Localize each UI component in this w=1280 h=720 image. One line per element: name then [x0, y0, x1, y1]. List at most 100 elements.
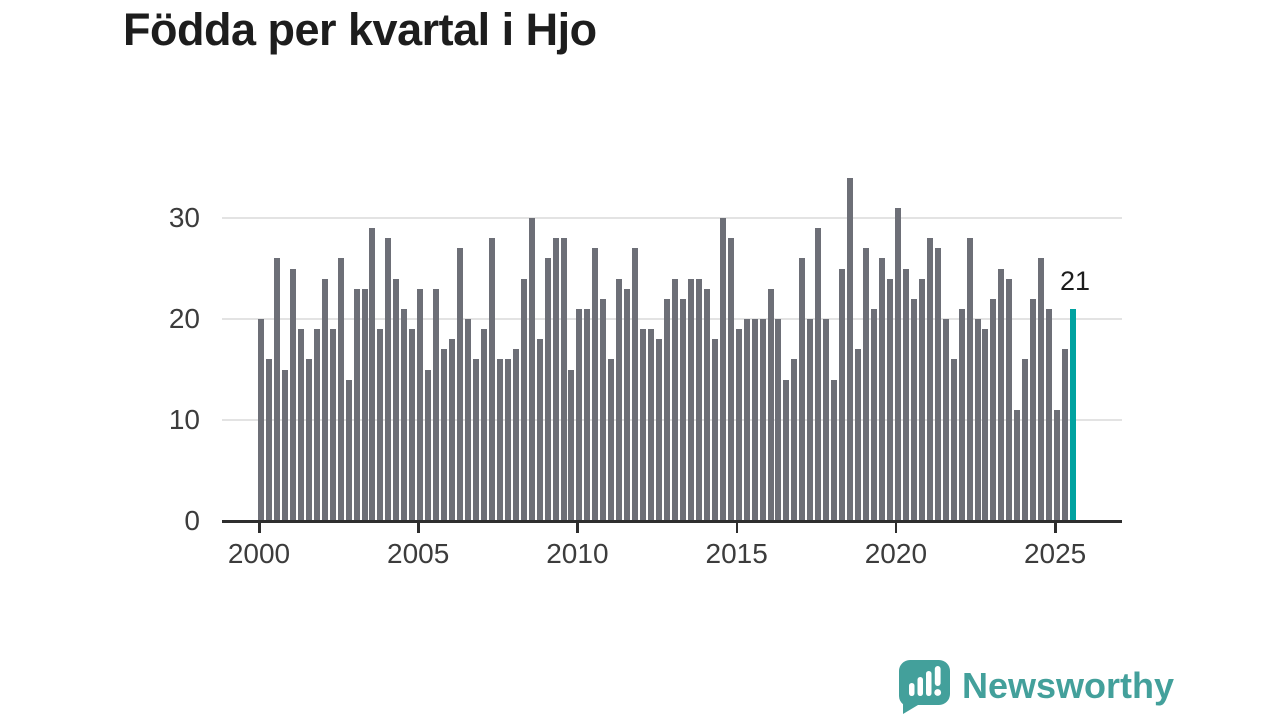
bar-2009-q1: [544, 258, 551, 521]
newsworthy-logo-icon: [896, 658, 952, 714]
x-axis-tick-label-2005: 2005: [387, 538, 450, 569]
bar-2009-q2: [552, 238, 559, 521]
bar-2009-q3: [560, 238, 567, 521]
bar-2025-q3: [1070, 308, 1077, 521]
bar-2020-q2: [902, 268, 909, 521]
x-axis-tick-2015: [735, 523, 739, 533]
bar-2005-q2: [425, 369, 432, 521]
bar-2010-q1: [576, 308, 583, 521]
bar-2018-q1: [831, 379, 838, 521]
gridline-y-30: [222, 217, 1122, 219]
bar-2014-q3: [719, 218, 726, 521]
bar-2017-q4: [823, 319, 830, 521]
bar-2016-q2: [775, 319, 782, 521]
bar-2003-q3: [369, 228, 376, 521]
bar-2006-q2: [457, 248, 464, 521]
bar-2011-q1: [608, 359, 615, 521]
bar-2004-q1: [385, 238, 392, 521]
bar-2019-q4: [886, 278, 893, 521]
bar-2012-q4: [664, 298, 671, 521]
bar-2024-q4: [1046, 308, 1053, 521]
bar-2007-q4: [504, 359, 511, 521]
bar-2021-q4: [950, 359, 957, 521]
bar-2013-q4: [695, 278, 702, 521]
newsworthy-logo[interactable]: Newsworthy: [896, 658, 1174, 714]
x-axis-tick-2025: [1054, 523, 1057, 533]
bar-2019-q1: [863, 248, 870, 521]
bar-2025-q1: [1054, 409, 1061, 521]
bar-2023-q2: [998, 268, 1005, 521]
bar-2007-q2: [488, 238, 495, 521]
y-axis-tick-label-10: 10: [168, 404, 200, 435]
bar-2013-q3: [687, 278, 694, 521]
bar-2022-q2: [966, 238, 973, 521]
bar-2011-q3: [624, 288, 631, 521]
bar-2020-q1: [894, 207, 901, 521]
y-axis-tick-label-0: 0: [184, 505, 200, 536]
bar-2024-q3: [1038, 258, 1045, 521]
bar-2012-q1: [640, 329, 647, 521]
bar-2016-q1: [767, 288, 774, 521]
bar-2004-q4: [409, 329, 416, 521]
bar-2002-q3: [337, 258, 344, 521]
x-axis-tick-label-2000: 2000: [227, 538, 291, 569]
bar-2006-q4: [472, 359, 479, 521]
bar-2011-q4: [632, 248, 639, 521]
bar-2001-q4: [313, 329, 320, 521]
bar-2000-q1: [258, 319, 264, 521]
bar-2023-q3: [1006, 278, 1013, 521]
bar-2016-q3: [783, 379, 790, 521]
bar-2023-q1: [990, 298, 997, 521]
bar-2001-q3: [305, 359, 312, 521]
bar-2019-q3: [878, 258, 885, 521]
bar-2018-q4: [855, 349, 862, 521]
bar-2024-q2: [1030, 298, 1037, 521]
x-axis-tick-label-2015: 2015: [705, 538, 768, 569]
bar-2000-q3: [273, 258, 280, 521]
x-axis-tick-2005: [417, 523, 420, 533]
bar-2015-q1: [735, 329, 742, 521]
bar-2014-q1: [703, 288, 710, 521]
bar-2009-q4: [568, 369, 575, 521]
bar-2008-q3: [528, 218, 535, 521]
bar-2020-q4: [918, 278, 925, 521]
x-axis-tick-2000: [258, 523, 261, 533]
chart-title: Födda per kvartal i Hjo: [123, 4, 597, 55]
bar-2015-q3: [751, 319, 758, 521]
x-axis-tick-label-2010: 2010: [546, 538, 609, 569]
x-axis-tick-2020: [894, 523, 898, 533]
bar-2019-q2: [871, 308, 877, 521]
x-axis-tick-label-2025: 2025: [1023, 538, 1087, 569]
bar-2004-q2: [393, 278, 400, 521]
bar-2002-q1: [321, 278, 328, 521]
bar-2021-q3: [942, 319, 949, 521]
bar-2005-q1: [417, 288, 424, 521]
bar-2003-q2: [361, 288, 368, 521]
bar-2020-q3: [910, 298, 917, 521]
bar-2012-q3: [656, 339, 663, 521]
y-axis-tick-label-20: 20: [168, 303, 200, 334]
bar-2021-q2: [934, 248, 941, 521]
bar-2000-q2: [265, 359, 272, 521]
bar-2011-q2: [616, 278, 623, 521]
bar-2004-q3: [401, 308, 408, 521]
bar-2022-q4: [982, 329, 989, 521]
x-axis-line: [222, 520, 1122, 523]
y-axis-tick-label-30: 30: [168, 202, 200, 233]
bar-2005-q4: [441, 349, 448, 521]
bar-2015-q4: [759, 319, 766, 521]
bar-2003-q4: [377, 329, 384, 521]
bar-2015-q2: [743, 319, 750, 521]
bar-2006-q3: [464, 319, 471, 521]
bar-2017-q2: [807, 319, 814, 521]
bar-2018-q2: [839, 268, 846, 521]
newsworthy-logo-text: Newsworthy: [962, 665, 1175, 706]
bar-2025-q2: [1062, 349, 1069, 521]
bar-2010-q4: [600, 298, 607, 521]
bar-2013-q2: [679, 298, 686, 521]
x-axis-tick-label-2020: 2020: [864, 538, 928, 569]
bar-2013-q1: [671, 278, 678, 521]
bar-2022-q3: [974, 319, 981, 521]
bar-2008-q1: [512, 349, 519, 521]
